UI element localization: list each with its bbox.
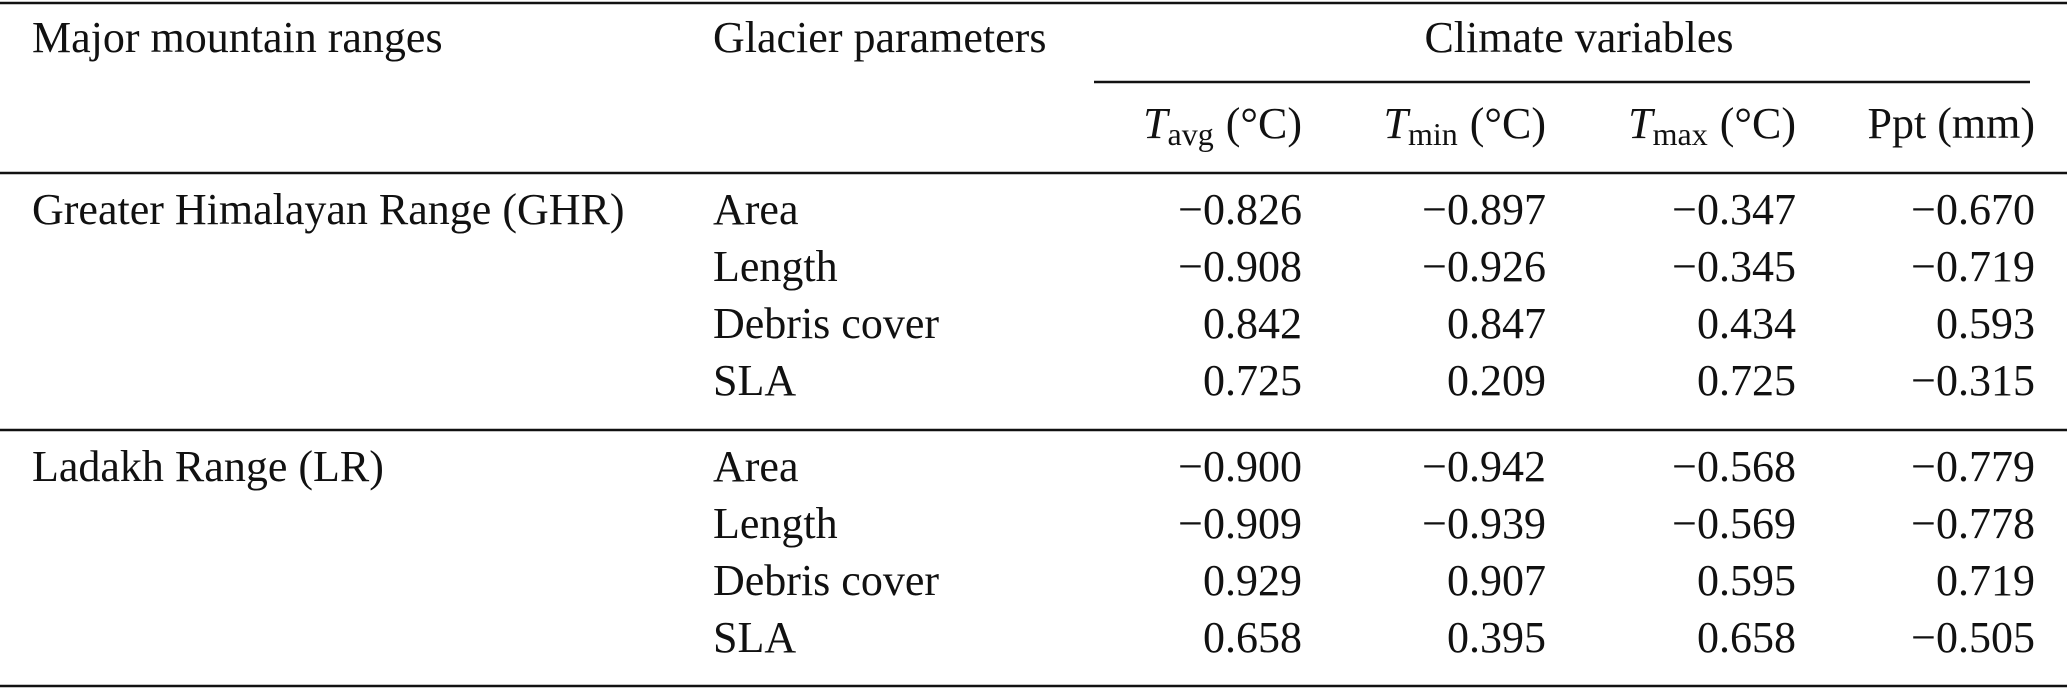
column-header: Major mountain ranges <box>32 13 443 62</box>
cell-value: 0.595 <box>1697 556 1796 605</box>
cell-value: −0.909 <box>1178 499 1302 548</box>
range-name: Greater Himalayan Range (GHR) <box>32 185 625 234</box>
cell-value: −0.826 <box>1178 185 1302 234</box>
cell-value: −0.719 <box>1911 242 2035 291</box>
cell-value: −0.347 <box>1672 185 1796 234</box>
symbol: T <box>1383 99 1411 148</box>
parameter: Length <box>713 499 838 548</box>
variable-header: Tmax (°C) <box>1628 99 1796 152</box>
cell-value: −0.939 <box>1422 499 1546 548</box>
cell-value: −0.942 <box>1422 442 1546 491</box>
variable-header: Tmin (°C) <box>1383 99 1546 152</box>
cell-value: −0.900 <box>1178 442 1302 491</box>
parameter: SLA <box>713 356 796 405</box>
cell-value: −0.779 <box>1911 442 2035 491</box>
cell-value: 0.658 <box>1203 613 1302 662</box>
cell-value: −0.568 <box>1672 442 1796 491</box>
cell-value: −0.345 <box>1672 242 1796 291</box>
cell-value: 0.434 <box>1697 299 1796 348</box>
range-name: Ladakh Range (LR) <box>32 442 384 491</box>
subscript: max <box>1653 116 1708 152</box>
cell-value: 0.725 <box>1203 356 1302 405</box>
cell-value: 0.395 <box>1447 613 1546 662</box>
cell-value: 0.658 <box>1697 613 1796 662</box>
parameter: SLA <box>713 613 796 662</box>
cell-value: 0.593 <box>1936 299 2035 348</box>
cell-value: 0.907 <box>1447 556 1546 605</box>
unit: (°C) <box>1720 99 1796 148</box>
cell-value: −0.315 <box>1911 356 2035 405</box>
symbol: T <box>1143 99 1171 148</box>
cell-value: −0.778 <box>1911 499 2035 548</box>
unit: (°C) <box>1470 99 1546 148</box>
variable-header: Tavg (°C) <box>1143 99 1302 152</box>
cell-value: −0.926 <box>1422 242 1546 291</box>
variable-header: Ppt (mm) <box>1868 99 2035 148</box>
cell-value: −0.908 <box>1178 242 1302 291</box>
parameter: Area <box>713 442 799 491</box>
cell-value: 0.847 <box>1447 299 1546 348</box>
parameter: Length <box>713 242 838 291</box>
cell-value: 0.719 <box>1936 556 2035 605</box>
unit: (°C) <box>1226 99 1302 148</box>
cell-value: −0.505 <box>1911 613 2035 662</box>
symbol: T <box>1628 99 1656 148</box>
cell-value: −0.670 <box>1911 185 2035 234</box>
cell-value: 0.725 <box>1697 356 1796 405</box>
cell-value: 0.842 <box>1203 299 1302 348</box>
parameter: Debris cover <box>713 556 939 605</box>
cell-value: −0.897 <box>1422 185 1546 234</box>
parameter: Debris cover <box>713 299 939 348</box>
cell-value: 0.209 <box>1447 356 1546 405</box>
parameter: Area <box>713 185 799 234</box>
subscript: avg <box>1168 116 1214 152</box>
subscript: min <box>1408 116 1458 152</box>
group-header: Climate variables <box>1424 13 1733 62</box>
cell-value: 0.929 <box>1203 556 1302 605</box>
column-header: Glacier parameters <box>713 13 1046 62</box>
cell-value: −0.569 <box>1672 499 1796 548</box>
